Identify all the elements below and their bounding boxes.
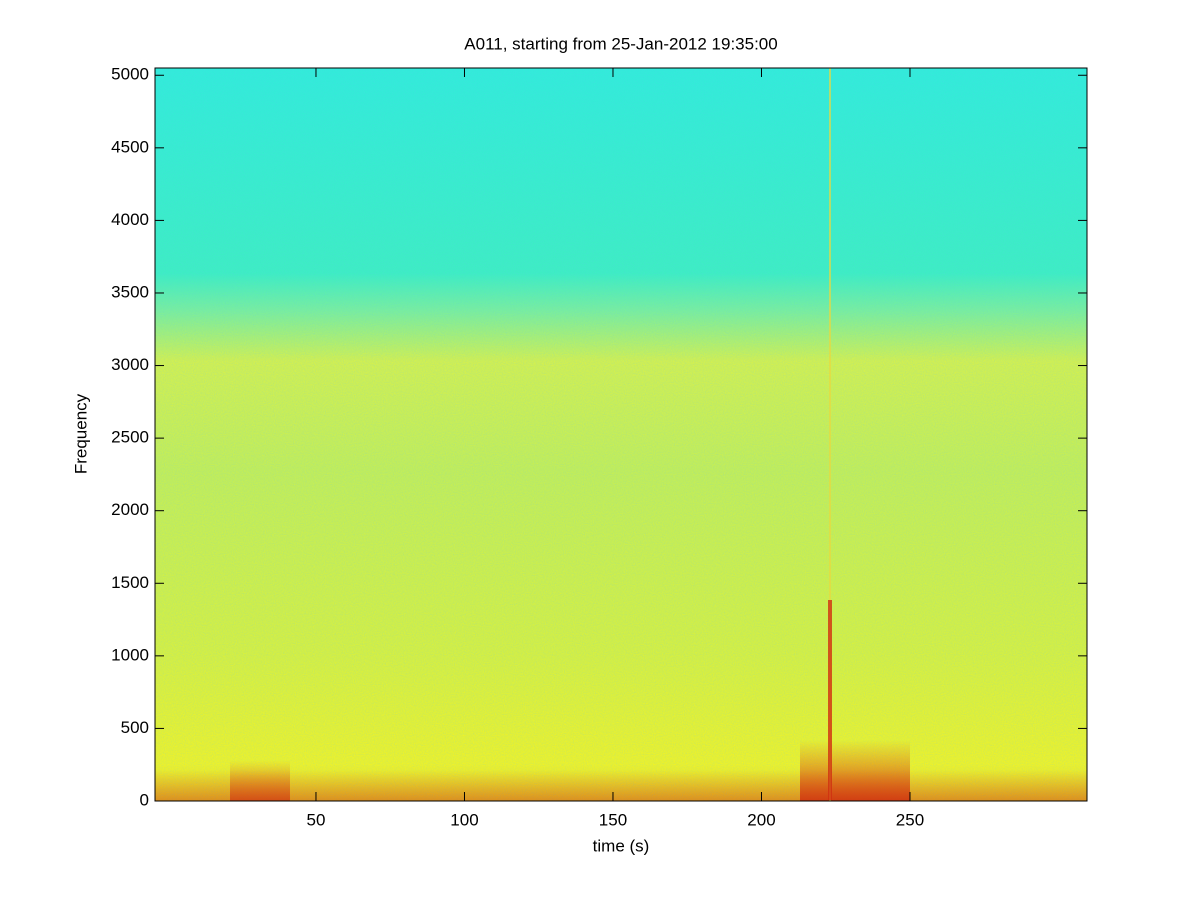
y-tick-label: 3500 bbox=[111, 282, 149, 301]
x-tick-label: 200 bbox=[747, 810, 775, 829]
y-tick-label: 0 bbox=[140, 790, 149, 809]
x-tick-label: 100 bbox=[450, 810, 478, 829]
x-tick-label: 150 bbox=[599, 810, 627, 829]
y-tick-label: 2000 bbox=[111, 500, 149, 519]
x-axis-label: time (s) bbox=[593, 836, 650, 855]
y-tick-label: 3000 bbox=[111, 355, 149, 374]
y-tick-label: 2500 bbox=[111, 428, 149, 447]
x-tick-label: 250 bbox=[896, 810, 924, 829]
spectrogram-image bbox=[155, 68, 1087, 801]
chart-title: A011, starting from 25-Jan-2012 19:35:00 bbox=[464, 34, 777, 53]
y-axis-label: Frequency bbox=[71, 393, 90, 474]
y-tick-label: 4000 bbox=[111, 210, 149, 229]
x-tick-label: 50 bbox=[307, 810, 326, 829]
y-tick-label: 500 bbox=[121, 718, 149, 737]
y-tick-label: 4500 bbox=[111, 137, 149, 156]
plot-frame bbox=[154, 67, 1088, 802]
y-tick-label: 1500 bbox=[111, 573, 149, 592]
y-tick-label: 1000 bbox=[111, 645, 149, 664]
y-tick-label: 5000 bbox=[111, 65, 149, 84]
